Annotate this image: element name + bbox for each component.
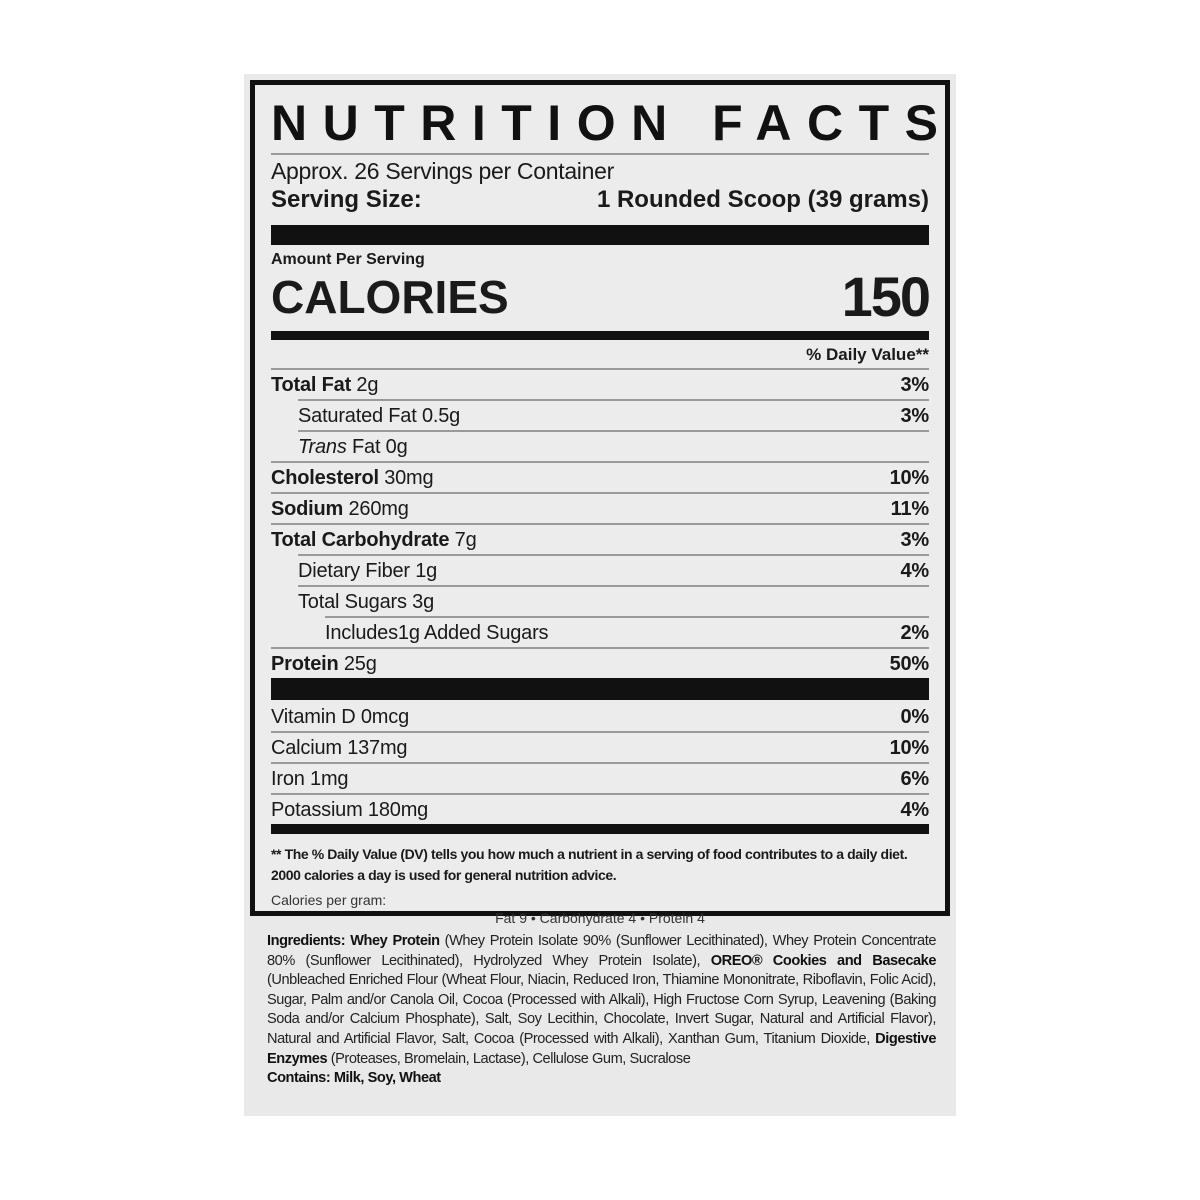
ingredients: Ingredients: Whey Protein (Whey Protein … xyxy=(267,932,936,1089)
nutrient-name: Cholesterol xyxy=(271,467,379,489)
calories-label: CALORIES xyxy=(271,271,509,323)
serving-size-value: 1 Rounded Scoop (39 grams) xyxy=(596,186,929,213)
nutrition-panel: NUTRITION FACTS Approx. 26 Servings per … xyxy=(244,74,956,1116)
nutrient-name: Dietary Fiber xyxy=(298,560,410,582)
calories-per-gram: Fat 9 • Carbohydrate 4 • Protein 4 xyxy=(495,910,705,926)
nutrient-dv: 3% xyxy=(900,405,929,427)
nutrient-name: Includes1g Added Sugars xyxy=(325,622,549,644)
vitamin-dv: 0% xyxy=(900,706,929,728)
vitamin-name: Vitamin D 0mcg xyxy=(271,706,409,728)
nutrient-amount: 3g xyxy=(412,591,434,613)
nutrient-amount: 1g xyxy=(415,560,438,582)
thick-divider xyxy=(271,225,929,245)
nutrient-name: Protein xyxy=(271,653,339,675)
nutrient-name: Trans xyxy=(298,436,347,458)
nutrient-amount: 7g xyxy=(454,529,477,551)
daily-value-footnote: ** The % Daily Value (DV) tells you how … xyxy=(271,846,908,883)
calories-row: CALORIES 150 xyxy=(271,265,931,328)
nutrient-amount: 30mg xyxy=(384,467,434,489)
ingredient-segment: (Unbleached Enriched Flour (Wheat Flour,… xyxy=(267,972,936,1047)
nutrient-name: Saturated Fat xyxy=(298,405,417,427)
amount-per-serving: Amount Per Serving xyxy=(271,251,425,268)
nutrient-dv: 11% xyxy=(890,498,930,520)
vitamin-row: Vitamin D 0mcg 0% xyxy=(271,702,929,731)
servings-per-container: Approx. 26 Servings per Container xyxy=(271,158,614,184)
nutrient-dv: 3% xyxy=(900,529,929,551)
vitamin-dv: 6% xyxy=(900,768,929,790)
nutrient-row: Total Fat 2g 3% xyxy=(271,368,929,399)
ingredient-segment: OREO® Cookies and Basecake xyxy=(710,952,937,969)
ingredient-segment: (Whey Protein Isolate 90% (Sunflower Lec… xyxy=(267,933,936,969)
divider xyxy=(271,153,929,155)
serving-size: Serving Size: 1 Rounded Scoop (39 grams) xyxy=(271,185,929,217)
nutrient-dv: 3% xyxy=(900,374,929,396)
nutrient-amount: 2g xyxy=(356,374,379,396)
nutrition-facts-label: NUTRITION FACTS Approx. 26 Servings per … xyxy=(250,80,954,926)
vitamin-row: Iron 1mg 6% xyxy=(271,762,929,793)
nutrient-row: Total Sugars 3g xyxy=(298,585,929,616)
nutrient-dv: 10% xyxy=(889,467,930,489)
nutrient-row: Total Carbohydrate 7g 3% xyxy=(271,523,929,554)
vitamin-dv: 10% xyxy=(889,737,930,759)
nutrient-row: Cholesterol 30mg 10% xyxy=(271,461,929,492)
nutrient-dv: 2% xyxy=(900,622,929,644)
nutrient-name: Total Carbohydrate xyxy=(271,529,450,551)
nutrient-row: Saturated Fat 0.5g 3% xyxy=(298,399,929,430)
ingredient-segment: Ingredients: Whey Protein xyxy=(267,933,440,949)
vitamin-name: Calcium 137mg xyxy=(271,737,408,759)
ingredient-segment: Digestive Enzymes xyxy=(267,1030,936,1067)
vitamin-dv: 4% xyxy=(900,799,929,821)
thick-divider xyxy=(271,678,929,700)
nutrient-dv: 50% xyxy=(889,653,930,675)
vitamin-row: Potassium 180mg 4% xyxy=(271,793,929,824)
nutrient-row: Dietary Fiber 1g 4% xyxy=(298,554,929,585)
nutrient-name: Total Fat xyxy=(271,374,352,396)
nutrient-row: Includes1g Added Sugars 2% xyxy=(325,616,929,647)
nutrient-amount: 260mg xyxy=(348,498,409,520)
nutrient-row: Sodium 260mg 11% xyxy=(271,492,929,523)
allergen-statement: Contains: Milk, Soy, Wheat xyxy=(267,1070,441,1087)
nutrient-amount: Fat 0g xyxy=(352,436,408,458)
calories-value: 150 xyxy=(841,265,931,328)
serving-size-label: Serving Size: xyxy=(271,186,422,213)
vitamin-row: Calcium 137mg 10% xyxy=(271,731,929,762)
calories-per-gram-label: Calories per gram: xyxy=(271,892,387,908)
daily-value-header: % Daily Value** xyxy=(806,345,929,364)
nutrient-name: Sodium xyxy=(271,498,344,520)
vitamin-name: Potassium 180mg xyxy=(271,799,429,821)
thick-divider xyxy=(271,824,929,834)
label-title: NUTRITION FACTS xyxy=(271,95,954,151)
thick-divider xyxy=(271,331,929,340)
nutrient-amount: 0.5g xyxy=(421,405,461,427)
vitamin-name: Iron 1mg xyxy=(271,768,349,790)
nutrient-name: Total Sugars xyxy=(298,591,407,613)
ingredient-segment: (Proteases, Bromelain, Lactase), Cellulo… xyxy=(327,1050,691,1067)
nutrient-dv: 4% xyxy=(900,560,929,582)
nutrient-row: Trans Fat 0g xyxy=(298,430,929,461)
nutrient-row: Protein 25g 50% xyxy=(271,647,929,678)
nutrient-amount: 25g xyxy=(343,653,377,675)
